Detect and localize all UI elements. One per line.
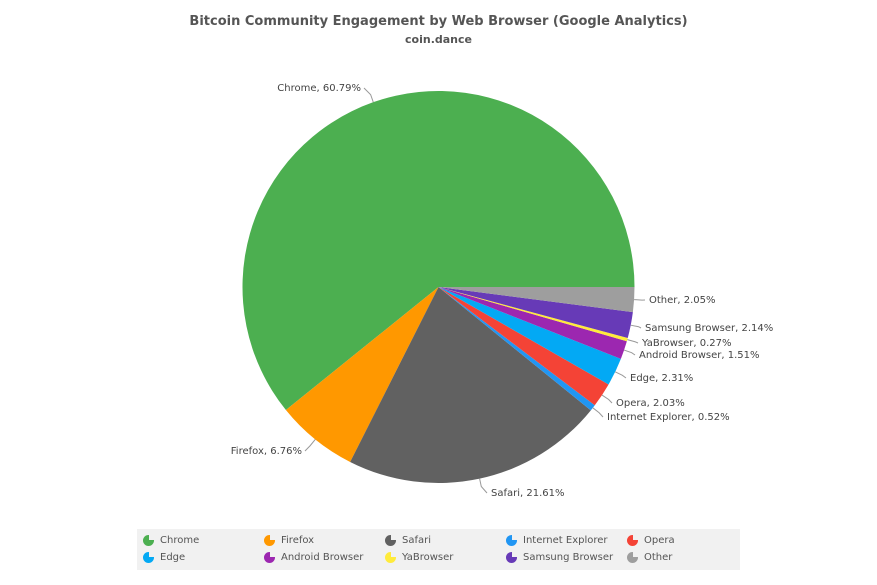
legend-label: Other: [644, 552, 673, 563]
legend-item-firefox[interactable]: Firefox: [264, 533, 314, 548]
label-connector: [614, 371, 627, 379]
label-connector: [634, 299, 646, 301]
pie-slice-edge: [438, 287, 621, 385]
pie-icon: [264, 552, 275, 563]
pie-icon: [506, 552, 517, 563]
legend-item-opera[interactable]: Opera: [627, 533, 675, 548]
pie-slice-firefox: [285, 287, 439, 462]
legend-item-edge[interactable]: Edge: [143, 550, 185, 565]
legend-label: Internet Explorer: [523, 535, 608, 546]
pie-icon: [385, 535, 396, 546]
chart-subtitle: coin.dance: [405, 33, 472, 46]
label-connector: [592, 407, 604, 418]
data-label-other: Other, 2.05%: [649, 295, 716, 306]
pie-slice-safari: [350, 287, 591, 483]
data-label-samsung-browser: Samsung Browser, 2.14%: [645, 323, 773, 334]
legend-label: Safari: [402, 535, 432, 546]
pie-icon: [627, 535, 638, 546]
chart-title: Bitcoin Community Engagement by Web Brow…: [189, 14, 688, 29]
legend-item-chrome[interactable]: Chrome: [143, 533, 199, 548]
pie-slice-yabrowser: [438, 287, 628, 342]
pie-icon: [264, 535, 275, 546]
label-connector: [304, 439, 316, 452]
data-label-android-browser: Android Browser, 1.51%: [639, 350, 760, 361]
data-label-edge: Edge, 2.31%: [630, 373, 693, 384]
pie-icon: [143, 535, 154, 546]
label-connector: [363, 87, 374, 103]
pie-icon: [385, 552, 396, 563]
pie-icon: [627, 552, 638, 563]
label-connector: [623, 349, 636, 356]
pie-icon: [506, 535, 517, 546]
label-connector: [630, 324, 642, 329]
legend-label: Samsung Browser: [523, 552, 614, 563]
data-label-yabrowser: YaBrowser, 0.27%: [641, 338, 732, 349]
label-connector: [627, 339, 639, 344]
legend-label: Chrome: [160, 535, 200, 546]
legend-item-other[interactable]: Other: [627, 550, 672, 565]
label-connector: [601, 394, 613, 404]
legend-item-safari[interactable]: Safari: [385, 533, 431, 548]
data-label-internet-explorer: Internet Explorer, 0.52%: [607, 412, 730, 423]
pie-slice-chrome: [242, 90, 635, 410]
data-label-opera: Opera, 2.03%: [616, 398, 685, 409]
legend-label: Firefox: [281, 535, 315, 546]
legend-item-android-browser[interactable]: Android Browser: [264, 550, 363, 565]
legend-item-yabrowser[interactable]: YaBrowser: [385, 550, 453, 565]
data-label-safari: Safari, 21.61%: [491, 488, 565, 499]
pie-icon: [143, 552, 154, 563]
chart-legend: Chrome Firefox Safari Internet Explorer Oper…: [137, 529, 740, 570]
data-label-firefox: Firefox, 6.76%: [231, 446, 302, 457]
legend-item-internet-explorer[interactable]: Internet Explorer: [506, 533, 608, 548]
legend-item-samsung-browser[interactable]: Samsung Browser: [506, 550, 613, 565]
legend-label: Android Browser: [281, 552, 364, 563]
data-label-chrome: Chrome, 60.79%: [277, 83, 361, 94]
label-connector: [479, 478, 488, 494]
legend-label: YaBrowser: [402, 552, 454, 563]
pie-slice-android-browser: [438, 287, 627, 359]
pie-slice-opera: [438, 287, 609, 406]
legend-label: Edge: [160, 552, 186, 563]
pie-slice-internet-explorer: [438, 287, 595, 411]
pie-slice-other: [438, 287, 635, 313]
pie-slice-samsung-browser: [438, 287, 633, 339]
legend-label: Opera: [644, 535, 675, 546]
